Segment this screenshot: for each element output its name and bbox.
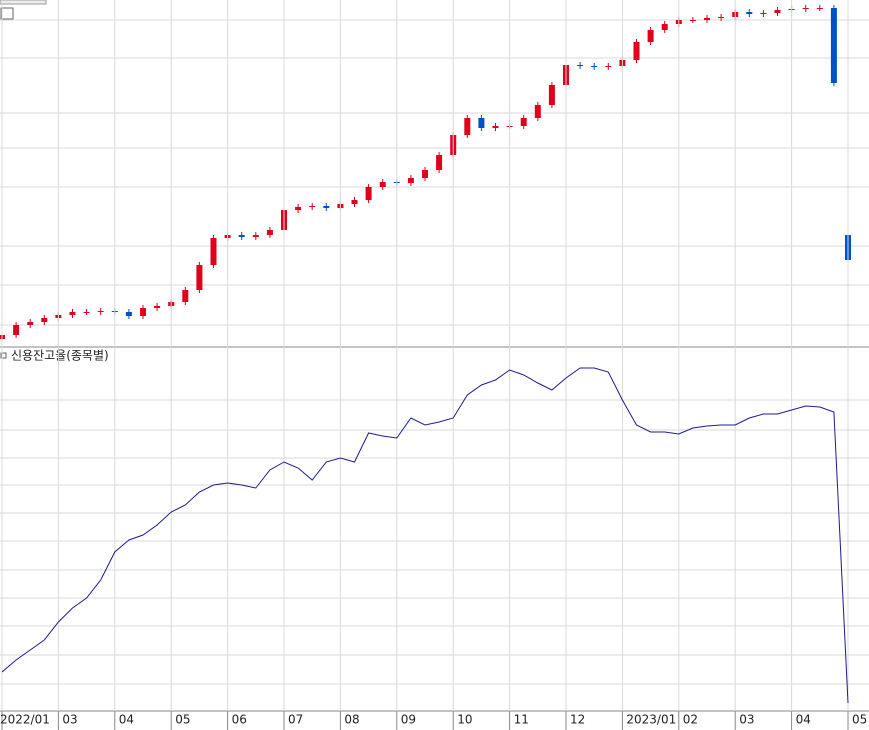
x-tick-label: 2022/01 <box>0 713 50 727</box>
candle-body <box>140 308 146 316</box>
candle-body <box>548 85 555 105</box>
panel-title: 신용잔고율(종목별) <box>11 349 109 363</box>
x-tick-label: 2023/01 <box>626 713 676 727</box>
candle-body <box>69 312 76 315</box>
x-tick-label: 04 <box>119 713 134 727</box>
candle-body <box>577 65 584 66</box>
candle-body <box>520 118 527 126</box>
candle-body <box>591 66 598 67</box>
candle-body <box>760 13 767 14</box>
candle-body <box>704 18 710 20</box>
x-tick-label: 09 <box>401 713 416 727</box>
candle-body <box>802 8 809 9</box>
candle-body <box>464 118 471 135</box>
candle-body <box>154 306 161 308</box>
candle-body <box>689 20 696 21</box>
candle-body <box>379 182 386 187</box>
candle-body <box>605 66 612 67</box>
candle-body <box>422 170 428 178</box>
candle-body <box>647 30 654 42</box>
candle-body <box>13 325 20 335</box>
x-tick-label: 03 <box>739 713 754 727</box>
series-line <box>1 367 849 704</box>
candle-body <box>407 178 414 183</box>
x-tick-label: 02 <box>683 713 698 727</box>
grid-icon[interactable] <box>0 7 14 20</box>
x-tick-label: 05 <box>175 713 190 727</box>
candle-body <box>436 155 443 170</box>
candle-body <box>252 235 259 237</box>
candle-body <box>633 42 640 60</box>
candle-body <box>196 265 203 290</box>
x-tick-label: 11 <box>514 713 529 727</box>
candle-body <box>238 235 245 237</box>
x-tick-label: 12 <box>570 713 585 727</box>
candle-body <box>295 207 302 210</box>
candle-body <box>41 318 48 322</box>
panel-icon[interactable] <box>0 352 7 359</box>
candle-body <box>182 290 189 302</box>
candle-body <box>774 10 781 13</box>
candle-body <box>365 187 372 200</box>
candle-body <box>27 322 34 325</box>
x-tick-label: 06 <box>232 713 247 727</box>
x-tick-label: 07 <box>288 713 303 727</box>
candle-body <box>83 312 90 313</box>
candle-body <box>97 311 104 312</box>
candle-body <box>830 8 837 83</box>
candle-body <box>534 105 541 118</box>
candle-body <box>661 24 668 30</box>
candle-body <box>816 8 823 9</box>
grid <box>0 19 869 685</box>
x-tick-label: 03 <box>62 713 77 727</box>
candle-body <box>309 206 316 207</box>
candle-body <box>351 200 358 204</box>
x-tick-label: 08 <box>344 713 359 727</box>
x-tick-label: 05 <box>852 713 867 727</box>
toolbar-tab[interactable] <box>0 0 47 5</box>
candle-body <box>478 118 485 128</box>
candle-body <box>125 312 132 316</box>
candle-body <box>746 12 753 14</box>
candle-body <box>210 238 217 265</box>
candle-body <box>718 17 725 18</box>
x-tick-label: 10 <box>457 713 472 727</box>
candle-body <box>266 230 273 235</box>
candle-body <box>492 126 499 128</box>
candle-body <box>323 206 330 208</box>
x-tick-label: 04 <box>796 713 811 727</box>
